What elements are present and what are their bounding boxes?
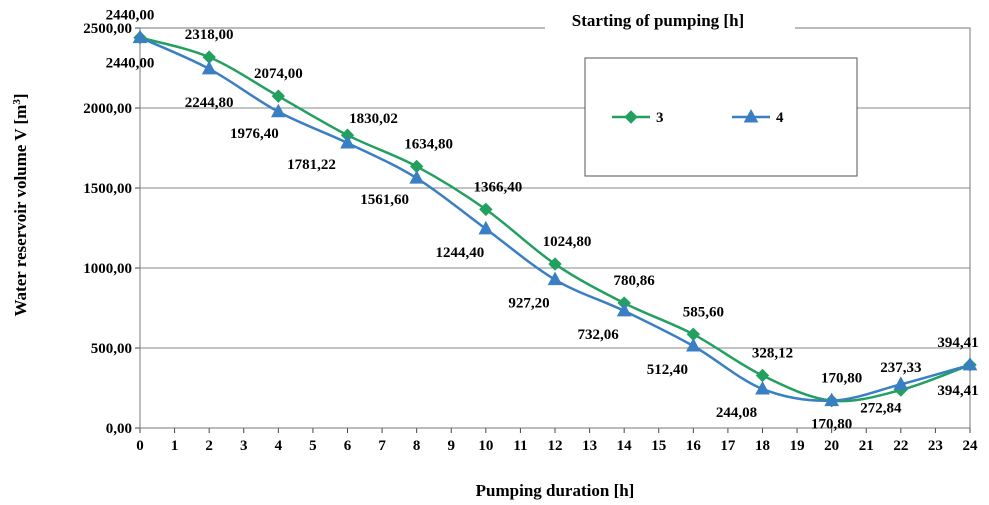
data-label-3: 237,33 [880, 360, 921, 376]
point-marker [270, 103, 286, 118]
point-marker [755, 368, 770, 383]
x-tick-label: 4 [275, 438, 283, 454]
x-tick-label: 15 [651, 438, 666, 454]
x-axis-ticks: 0 1 2 3 4 5 6 7 8 9 10 11 12 13 14 15 16 17 18 19 20 21 22 23 24 [136, 438, 978, 454]
data-label-3: 170,80 [821, 371, 862, 387]
point-marker [624, 110, 638, 124]
point-marker [824, 392, 840, 407]
data-label-4: 927,20 [508, 296, 549, 312]
title-background [545, 8, 795, 34]
data-label-4: 1244,40 [435, 245, 484, 261]
data-label-3: 780,86 [614, 273, 656, 289]
x-tick-label: 16 [686, 438, 702, 454]
data-labels: 2440,00 2318,00 2074,00 1830,02 1634,80 1366,… [106, 8, 979, 433]
x-tick-label: 14 [617, 438, 633, 454]
data-label-3: 2440,00 [106, 8, 155, 24]
point-marker [685, 337, 701, 352]
series-group [132, 29, 978, 408]
data-label-3: 2074,00 [254, 66, 303, 82]
data-label-4: 170,80 [811, 417, 852, 433]
y-axis-ticks: 0,00 500,00 1000,00 1500,00 2000,00 2500,00 [83, 21, 132, 437]
y-axis-title: Water reservoir volume V [m3] [11, 94, 30, 317]
x-tick-label: 9 [448, 438, 456, 454]
x-tick-label: 1 [171, 438, 179, 454]
x-tick-label: 21 [859, 438, 874, 454]
x-tick-label: 18 [755, 438, 770, 454]
x-axis-title: Pumping duration [h] [476, 481, 635, 500]
data-label-4: 512,40 [647, 362, 688, 378]
y-tick-label: 2500,00 [83, 21, 132, 37]
data-label-3: 1024,80 [543, 234, 592, 250]
x-tick-label: 19 [790, 438, 805, 454]
data-label-4: 1976,40 [230, 126, 279, 142]
point-marker [132, 29, 148, 44]
point-marker [479, 202, 493, 217]
y-axis-title-main: Water reservoir volume V [m [11, 105, 30, 317]
data-label-3: 394,41 [937, 335, 978, 351]
x-tick-label: 0 [136, 438, 144, 454]
y-axis-title-sup: 3 [11, 99, 23, 105]
chart-title: Starting of pumping [h] [572, 11, 744, 30]
point-marker [478, 220, 494, 235]
x-tick-label: 23 [928, 438, 943, 454]
data-label-3: 585,60 [683, 304, 724, 320]
legend-label-3: 3 [656, 110, 664, 126]
point-marker [743, 108, 759, 123]
series-4 [132, 29, 978, 407]
y-tick-label: 500,00 [91, 341, 132, 357]
x-tick-label: 17 [720, 438, 736, 454]
data-label-4: 1561,60 [360, 192, 409, 208]
data-label-3: 2318,00 [185, 27, 234, 43]
data-label-3: 328,12 [752, 346, 793, 362]
x-tick-label: 2 [205, 438, 213, 454]
point-marker [271, 89, 286, 103]
data-label-4: 2244,80 [185, 95, 234, 111]
x-tick-label: 22 [893, 438, 908, 454]
y-tick-label: 2000,00 [83, 101, 132, 117]
x-tick-label: 7 [378, 438, 386, 454]
data-label-4: 394,41 [937, 383, 978, 399]
point-marker [755, 380, 770, 395]
data-label-4: 272,84 [860, 400, 902, 416]
legend-label-4: 4 [776, 110, 784, 126]
data-label-4: 732,06 [578, 327, 620, 343]
data-label-4: 244,08 [716, 405, 757, 421]
x-tick-label: 13 [582, 438, 597, 454]
x-tick-label: 11 [513, 438, 527, 454]
x-tick-label: 8 [413, 438, 421, 454]
point-marker [616, 302, 632, 317]
x-tick-label: 3 [240, 438, 248, 454]
point-marker [893, 376, 909, 390]
data-label-4: 2440,00 [106, 56, 155, 72]
point-marker [201, 60, 217, 75]
data-label-4: 1781,22 [287, 157, 336, 173]
x-tick-label: 6 [344, 438, 352, 454]
data-label-3: 1634,80 [404, 136, 453, 152]
x-tick-label: 12 [548, 438, 563, 454]
point-marker [547, 271, 563, 286]
y-tick-label: 0,00 [106, 421, 132, 437]
y-tick-label: 1500,00 [83, 181, 132, 197]
point-marker [340, 134, 355, 149]
x-tick-label: 20 [824, 438, 839, 454]
data-label-3: 1366,40 [473, 179, 522, 195]
data-label-3: 1830,02 [349, 111, 398, 127]
y-axis-title-end: ] [11, 94, 30, 100]
point-marker [548, 257, 562, 271]
x-tick-label: 10 [478, 438, 493, 454]
y-tick-label: 1000,00 [83, 261, 132, 277]
point-marker [962, 356, 978, 371]
x-tick-label: 5 [309, 438, 317, 454]
point-marker [409, 170, 425, 184]
x-tick-label: 24 [963, 438, 979, 454]
